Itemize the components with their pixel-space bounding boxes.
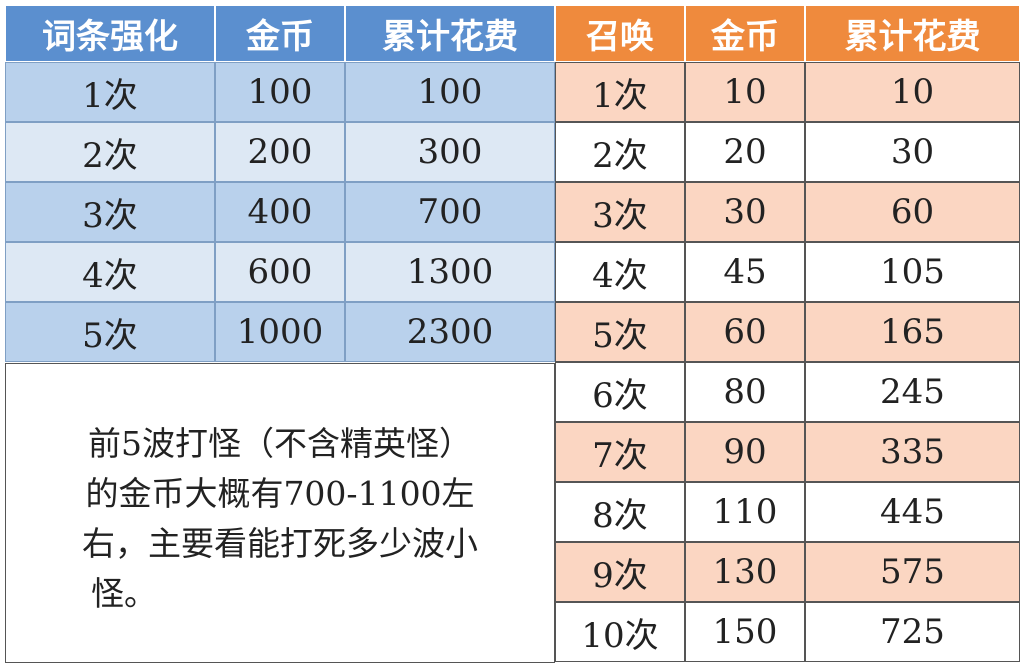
table-cell: 90 <box>685 422 805 482</box>
table-cell: 9次 <box>555 542 685 602</box>
table-cell: 445 <box>805 482 1020 542</box>
header-cell: 词条强化 <box>5 5 215 62</box>
table-cell: 4次 <box>5 242 215 302</box>
table-cell: 2次 <box>5 122 215 182</box>
table-cell: 1次 <box>555 62 685 122</box>
table-cell: 10 <box>805 62 1020 122</box>
table-cell: 2次 <box>555 122 685 182</box>
table-cell: 100 <box>345 62 555 122</box>
table-cell: 245 <box>805 362 1020 422</box>
table-cell: 130 <box>685 542 805 602</box>
table-cell: 7次 <box>555 422 685 482</box>
note-line: 右，主要看能打死多少波小 <box>82 524 478 563</box>
header-cell: 金币 <box>215 5 345 62</box>
table-cell: 8次 <box>555 482 685 542</box>
table-cell: 10次 <box>555 602 685 662</box>
header-cell: 累计花费 <box>805 5 1020 62</box>
table-cell: 80 <box>685 362 805 422</box>
header-cell: 金币 <box>685 5 805 62</box>
table-cell: 105 <box>805 242 1020 302</box>
table-cell: 20 <box>685 122 805 182</box>
table-cell: 3次 <box>5 182 215 242</box>
header-cell: 召唤 <box>555 5 685 62</box>
table-cell: 3次 <box>555 182 685 242</box>
table-cell: 575 <box>805 542 1020 602</box>
table-cell: 700 <box>345 182 555 242</box>
table-cell: 30 <box>805 122 1020 182</box>
table-cell: 725 <box>805 602 1020 662</box>
table-cell: 30 <box>685 182 805 242</box>
table-cell: 5次 <box>5 302 215 362</box>
table-cell: 600 <box>215 242 345 302</box>
table-cell: 165 <box>805 302 1020 362</box>
table-cell: 150 <box>685 602 805 662</box>
table-cell: 2300 <box>345 302 555 362</box>
table-cell: 60 <box>685 302 805 362</box>
table-cell: 45 <box>685 242 805 302</box>
note-line: 前5波打怪（不含精英怪） <box>88 424 472 463</box>
table-cell: 110 <box>685 482 805 542</box>
table-cell: 1次 <box>5 62 215 122</box>
note-line: 怪。 <box>91 574 157 613</box>
note-line: 的金币大概有700-1100左 <box>85 474 475 513</box>
table-cell: 1300 <box>345 242 555 302</box>
table-cell: 335 <box>805 422 1020 482</box>
note: 前5波打怪（不含精英怪） 的金币大概有700-1100左 右，主要看能打死多少波… <box>5 363 555 663</box>
table-cell: 5次 <box>555 302 685 362</box>
table-cell: 300 <box>345 122 555 182</box>
table-cell: 100 <box>215 62 345 122</box>
table-cell: 10 <box>685 62 805 122</box>
table-cell: 400 <box>215 182 345 242</box>
table-cell: 60 <box>805 182 1020 242</box>
table-cell: 200 <box>215 122 345 182</box>
table-cell: 4次 <box>555 242 685 302</box>
table-cell: 1000 <box>215 302 345 362</box>
table-cell: 6次 <box>555 362 685 422</box>
header-cell: 累计花费 <box>345 5 555 62</box>
